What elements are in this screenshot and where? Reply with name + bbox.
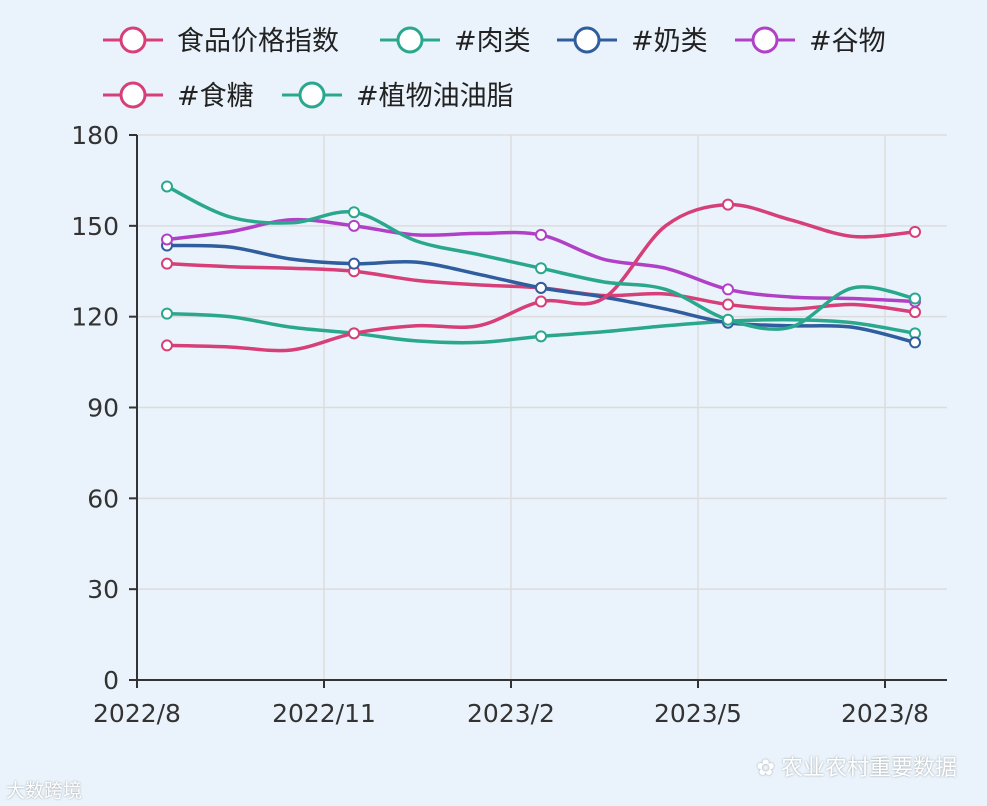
series-group bbox=[161, 180, 921, 353]
watermark-brand-text: 大数跨境 bbox=[6, 780, 83, 802]
x-tick-label: 2023/2 bbox=[467, 699, 555, 728]
x-tick-label: 2023/5 bbox=[654, 699, 742, 728]
legend-item-3: #谷物 bbox=[735, 26, 886, 57]
data-point bbox=[161, 180, 173, 193]
y-tick-label: 180 bbox=[71, 121, 119, 150]
data-point bbox=[722, 313, 734, 326]
legend-label: #植物油油脂 bbox=[356, 81, 514, 112]
legend-label: #食糖 bbox=[177, 81, 254, 112]
y-tick-label: 0 bbox=[103, 666, 119, 695]
data-point bbox=[909, 225, 921, 238]
legend-label: #谷物 bbox=[809, 26, 886, 57]
x-tick-label: 2022/11 bbox=[272, 699, 376, 728]
legend-marker bbox=[298, 81, 326, 109]
data-point bbox=[348, 206, 360, 219]
legend-item-2: #奶类 bbox=[557, 26, 708, 57]
x-tick-label: 2023/8 bbox=[841, 699, 929, 728]
data-point bbox=[161, 339, 173, 352]
data-point bbox=[722, 298, 734, 311]
y-tick-label: 30 bbox=[87, 575, 119, 604]
data-point bbox=[535, 262, 547, 275]
series-4 bbox=[161, 198, 921, 353]
data-point bbox=[348, 327, 360, 340]
data-point bbox=[909, 292, 921, 305]
legend-label: #奶类 bbox=[631, 26, 708, 57]
y-tick-label: 90 bbox=[87, 394, 119, 423]
watermark-text: 农业农村重要数据 bbox=[780, 756, 957, 781]
y-tick-label: 120 bbox=[71, 303, 119, 332]
data-point bbox=[161, 257, 173, 270]
data-point bbox=[722, 198, 734, 211]
axes: 0 30 60 90 120 150 180 2022/8 2022/11 2023/2 2023/… bbox=[71, 121, 947, 728]
legend-marker bbox=[119, 81, 147, 109]
data-point bbox=[161, 307, 173, 320]
legend-marker bbox=[573, 26, 601, 54]
watermark-wechat: ✿ 农业农村重要数据 bbox=[757, 750, 957, 782]
data-point bbox=[348, 257, 360, 270]
data-point bbox=[535, 295, 547, 308]
series-line bbox=[165, 202, 917, 353]
watermark-brand: 大数跨境 bbox=[6, 776, 82, 803]
y-tick-label: 60 bbox=[87, 484, 119, 513]
series-5 bbox=[161, 180, 921, 331]
legend-label: 食品价格指数 bbox=[177, 26, 339, 57]
legend-item-4: #食糖 bbox=[103, 81, 254, 112]
legend-marker bbox=[751, 26, 779, 54]
legend: 食品价格指数 #肉类 #奶类 #谷物 #食糖 #植物油油脂 bbox=[103, 26, 886, 112]
legend-marker bbox=[396, 26, 424, 54]
legend-item-1: #肉类 bbox=[380, 26, 531, 57]
wechat-icon: ✿ bbox=[756, 756, 775, 781]
data-point bbox=[161, 233, 173, 246]
data-point bbox=[535, 228, 547, 241]
data-point bbox=[535, 281, 547, 294]
grid bbox=[137, 134, 947, 680]
series-line bbox=[165, 243, 917, 345]
data-point bbox=[535, 330, 547, 343]
legend-item-0: 食品价格指数 bbox=[103, 26, 339, 57]
y-tick-label: 150 bbox=[71, 212, 119, 241]
data-point bbox=[909, 336, 921, 349]
legend-marker bbox=[119, 26, 147, 54]
legend-item-5: #植物油油脂 bbox=[282, 81, 514, 112]
x-tick-label: 2022/8 bbox=[93, 699, 181, 728]
legend-label: #肉类 bbox=[454, 26, 531, 57]
data-point bbox=[909, 306, 921, 319]
data-point bbox=[348, 219, 360, 232]
data-point bbox=[722, 283, 734, 296]
